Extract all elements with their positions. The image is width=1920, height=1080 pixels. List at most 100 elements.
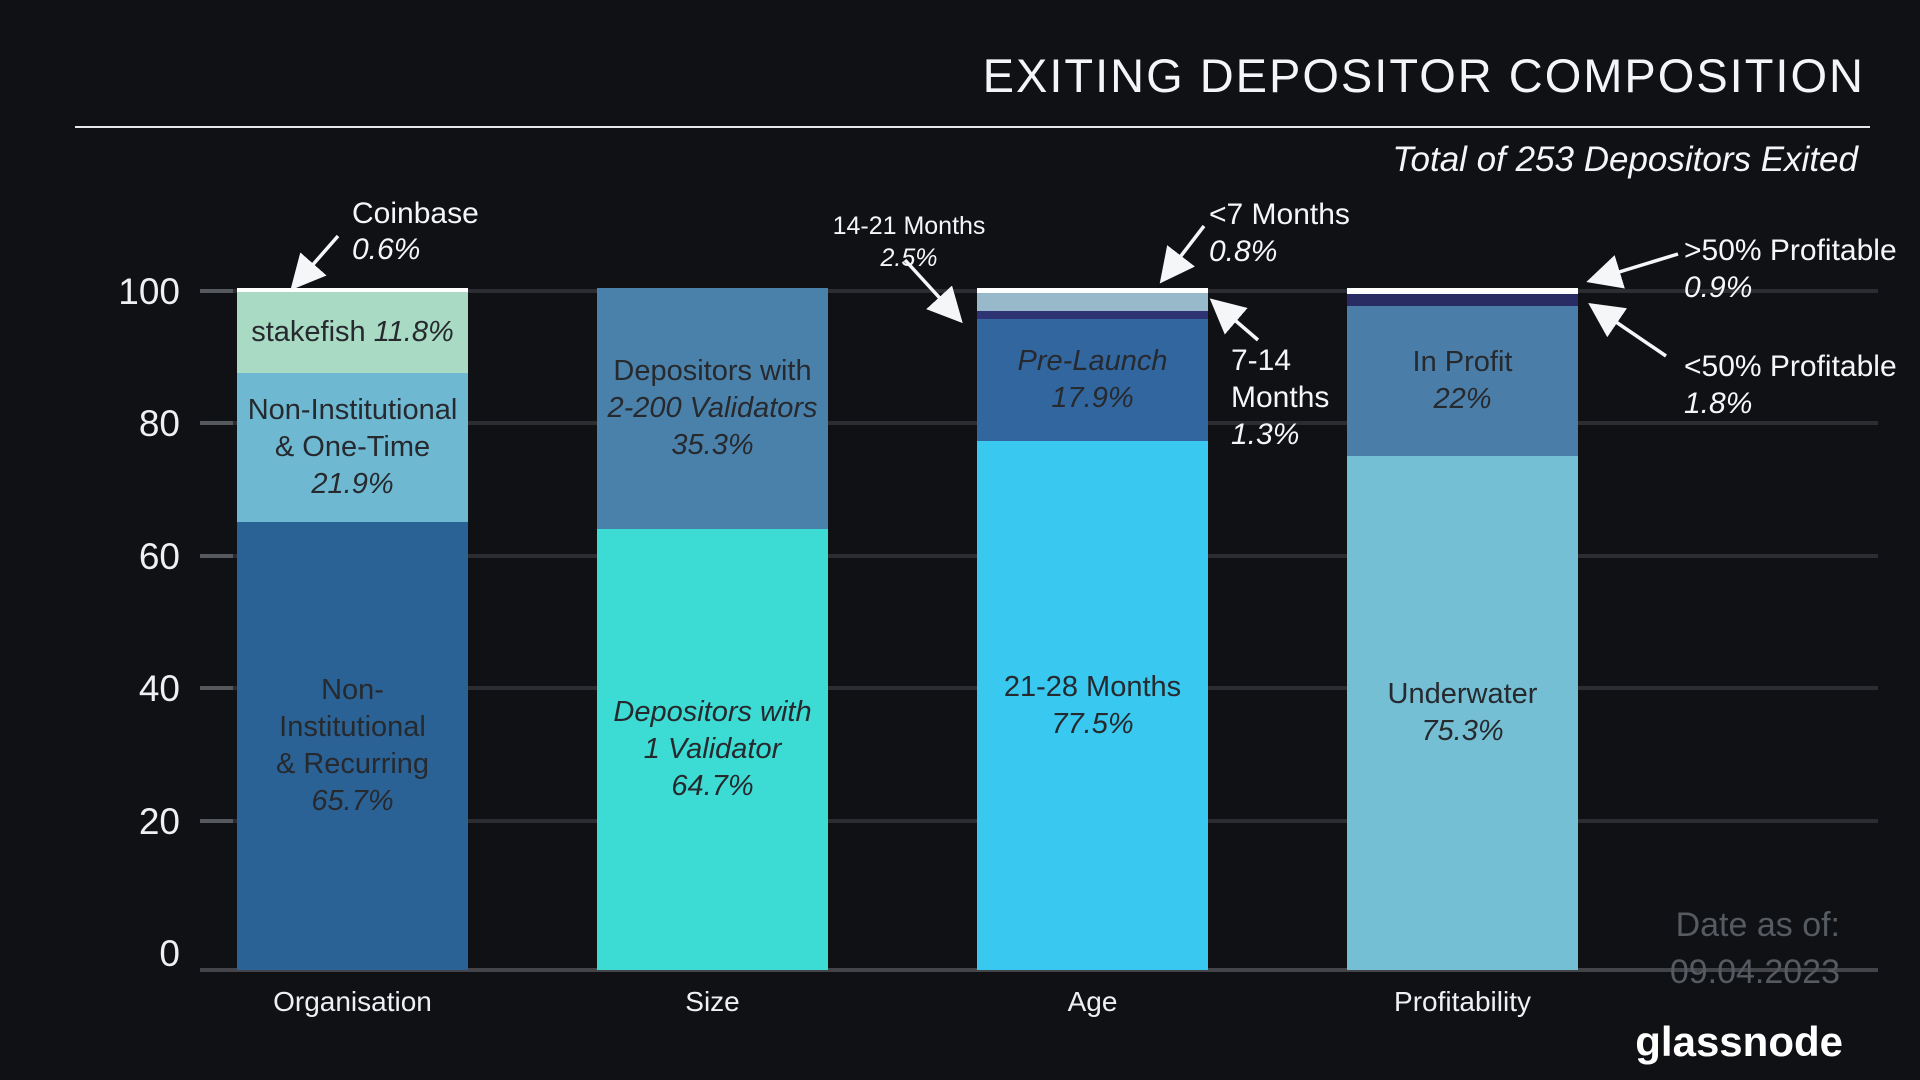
segment-label-21-28-months: 21-28 Months 77.5% xyxy=(977,441,1208,970)
annotation-line: 1.3% xyxy=(1231,416,1329,453)
title-divider xyxy=(75,126,1870,128)
label-text: 2.5% xyxy=(880,244,938,272)
annotation-line: 14-21 Months xyxy=(833,210,986,242)
segment-label-line: 22% xyxy=(1433,381,1491,418)
segment-label-line: 64.7% xyxy=(671,768,753,805)
chart-subtitle: Total of 253 Depositors Exited xyxy=(1392,140,1858,179)
bar-segment-non-institutional-recurring: Non- Institutional & Recurring 65.7% xyxy=(237,521,468,970)
chart-title: EXITING DEPOSITOR COMPOSITION xyxy=(982,49,1865,102)
y-tick-mark xyxy=(200,289,233,293)
bar-segment-7-14-months xyxy=(977,310,1208,320)
date-as-of-value: 09.04.2023 xyxy=(1669,953,1840,991)
label-text: <50% Profitable xyxy=(1684,350,1897,383)
y-tick-label: 60 xyxy=(138,535,180,577)
annotation-line: 2.5% xyxy=(833,242,986,274)
label-text: In Profit xyxy=(1412,346,1513,379)
bar-segment-pre-launch: Pre-Launch 17.9% xyxy=(977,319,1208,442)
label-text: 1.3% xyxy=(1231,418,1300,451)
segment-label-stakefish: stakefish 11.8% xyxy=(237,292,468,372)
y-tick-mark xyxy=(200,818,233,823)
label-text: 21-28 Months xyxy=(1003,670,1182,703)
label-text: stakefish xyxy=(251,315,374,348)
annotation-line: 0.9% xyxy=(1684,269,1897,306)
bar-segment-depositors-with-1-validator: Depositors with 1 Validator 64.7% xyxy=(597,528,828,970)
label-text: Non- xyxy=(321,673,384,706)
label-text: 0.6% xyxy=(352,233,421,266)
segment-label-depositors-with-1-validator: Depositors with 1 Validator 64.7% xyxy=(597,529,828,970)
bar-segment-in-profit: In Profit 22% xyxy=(1347,306,1578,457)
annotation-line: >50% Profitable xyxy=(1684,232,1897,269)
label-text: 77.5% xyxy=(1051,707,1134,740)
segment-label-line: Depositors with xyxy=(613,694,811,731)
y-tick-mark xyxy=(200,421,233,426)
segment-label-line: 35.3% xyxy=(671,427,753,464)
bar-segment-50-profitable xyxy=(1347,288,1578,295)
x-axis-line xyxy=(200,968,1878,972)
label-text: Underwater xyxy=(1387,678,1538,711)
annotation-profitable-lt50: <50% Profitable 1.8% xyxy=(1684,348,1897,422)
annotation-line: 1.8% xyxy=(1684,385,1897,422)
annotation-line: Coinbase xyxy=(352,196,479,232)
label-text: 2-200 Validators xyxy=(607,391,818,424)
label-text: Pre-Launch xyxy=(1017,345,1168,378)
annotation-line: <50% Profitable xyxy=(1684,348,1897,385)
annotation-arrow-months-7-14 xyxy=(1209,298,1260,342)
annotation-coinbase: Coinbase 0.6% xyxy=(352,196,479,268)
y-tick-mark xyxy=(200,553,233,558)
label-text: 21.9% xyxy=(311,467,394,500)
segment-label-line: 17.9% xyxy=(1051,380,1133,417)
label-text: Depositors with xyxy=(613,695,812,728)
x-category-label-organisation: Organisation xyxy=(273,986,432,1017)
segment-label-non-institutional-one-time: Non-Institutional & One-Time 21.9% xyxy=(237,373,468,522)
annotation-line: 7-14 xyxy=(1231,342,1329,379)
label-text: 0.9% xyxy=(1684,271,1753,304)
y-tick-label: 80 xyxy=(138,403,180,445)
segment-label-line: Non- xyxy=(321,672,384,709)
segment-label-line: & One-Time xyxy=(275,429,430,466)
annotation-arrow-coinbase xyxy=(290,234,340,291)
bar-segment-14-21-months xyxy=(977,293,1208,311)
segment-label-line: Depositors with xyxy=(613,353,811,390)
annotation-months-7-14: 7-14 Months 1.3% xyxy=(1231,342,1329,453)
segment-label-line: 2-200 Validators xyxy=(607,390,817,427)
y-tick-label: 40 xyxy=(138,668,180,710)
segment-label-line: Pre-Launch xyxy=(1018,343,1168,380)
label-text: Months xyxy=(1231,381,1330,414)
glassnode-logo: glassnode xyxy=(1635,1018,1843,1065)
label-text: 11.8% xyxy=(373,315,454,348)
annotation-months-14-21: 14-21 Months 2.5% xyxy=(833,210,986,274)
segment-label-underwater: Underwater 75.3% xyxy=(1347,456,1578,970)
segment-label-line: 77.5% xyxy=(1051,706,1133,743)
label-text: & One-Time xyxy=(274,430,431,463)
segment-label-line: Non-Institutional xyxy=(248,392,458,429)
label-text: & Recurring xyxy=(275,747,430,780)
bar-segment-50-profitable xyxy=(1347,294,1578,307)
segment-label-line: 1 Validator xyxy=(644,731,782,768)
label-text: 75.3% xyxy=(1421,715,1504,748)
segment-label-line: stakefish 11.8% xyxy=(251,314,454,351)
label-text: 0.8% xyxy=(1209,235,1278,268)
x-category-label-age: Age xyxy=(1067,986,1118,1017)
label-text: 65.7% xyxy=(311,784,394,817)
segment-label-line: Institutional xyxy=(279,709,426,746)
bar-segment-depositors-with-2-200-validators: Depositors with 2-200 Validators 35.3% xyxy=(597,288,828,529)
label-text: 14-21 Months xyxy=(832,212,986,240)
label-text: 7-14 xyxy=(1231,344,1292,377)
segment-label-pre-launch: Pre-Launch 17.9% xyxy=(977,319,1208,441)
annotation-arrow-months-lt7 xyxy=(1159,224,1206,284)
y-tick-mark xyxy=(200,686,233,691)
x-category-label-profitability: Profitability xyxy=(1394,986,1531,1017)
label-text: 17.9% xyxy=(1051,382,1134,415)
bar-segment-7-months xyxy=(977,288,1208,294)
annotation-months-lt7: <7 Months 0.8% xyxy=(1209,196,1350,270)
bar-segment-underwater: Underwater 75.3% xyxy=(1347,456,1578,970)
annotation-profitable-gt50: >50% Profitable 0.9% xyxy=(1684,232,1897,306)
segment-label-depositors-with-2-200-validators: Depositors with 2-200 Validators 35.3% xyxy=(597,288,828,529)
segment-label-line: 65.7% xyxy=(311,783,393,820)
bar-segment-21-28-months: 21-28 Months 77.5% xyxy=(977,441,1208,970)
label-text: 1 Validator xyxy=(643,732,782,765)
segment-label-line: In Profit xyxy=(1413,344,1513,381)
segment-label-line: 75.3% xyxy=(1421,713,1503,750)
bar-segment-stakefish: stakefish 11.8% xyxy=(237,292,468,373)
segment-label-non-institutional-recurring: Non- Institutional & Recurring 65.7% xyxy=(237,522,468,970)
